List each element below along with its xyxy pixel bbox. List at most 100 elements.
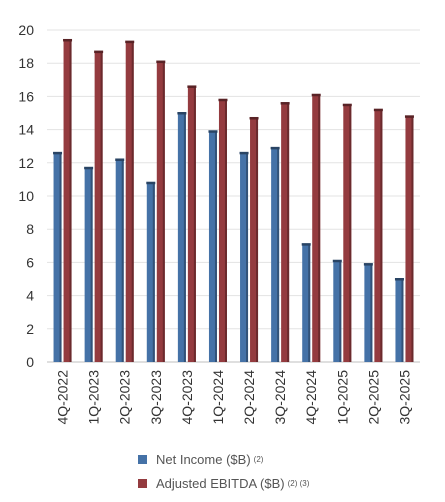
bar-net-income bbox=[115, 159, 124, 362]
bar-shade-adjusted-ebitda bbox=[318, 94, 321, 363]
y-tick-label: 4 bbox=[26, 288, 34, 304]
bar-cap-adjusted-ebitda bbox=[249, 116, 259, 120]
bar-cap-net-income bbox=[53, 151, 63, 155]
bar-shade-net-income bbox=[214, 131, 217, 362]
bar-shade-adjusted-ebitda bbox=[69, 39, 72, 363]
bar-cap-adjusted-ebitda bbox=[125, 40, 135, 44]
x-tick-label: 2Q-2024 bbox=[241, 370, 257, 425]
bar-cap-adjusted-ebitda bbox=[63, 38, 73, 42]
bar-adjusted-ebitda bbox=[281, 103, 290, 362]
bar-net-income bbox=[53, 152, 62, 362]
bar-cap-net-income bbox=[270, 146, 280, 150]
legend-note-adjusted-ebitda: (2) (3) bbox=[287, 478, 310, 488]
y-tick-label: 10 bbox=[18, 188, 34, 204]
legend: Net Income ($B) (2) Adjusted EBITDA ($B)… bbox=[138, 448, 438, 496]
y-tick-label: 14 bbox=[18, 122, 34, 138]
bar-net-income bbox=[395, 279, 404, 362]
bar-cap-adjusted-ebitda bbox=[187, 85, 197, 88]
y-tick-label: 2 bbox=[26, 321, 34, 337]
bar-shade-net-income bbox=[308, 244, 311, 362]
x-tick-label: 4Q-2024 bbox=[303, 370, 319, 425]
bar-shade-net-income bbox=[90, 167, 93, 362]
y-tick-label: 16 bbox=[18, 88, 34, 104]
bar-cap-adjusted-ebitda bbox=[156, 60, 166, 64]
bar-cap-adjusted-ebitda bbox=[311, 93, 321, 97]
bar-cap-adjusted-ebitda bbox=[342, 103, 352, 107]
bar-adjusted-ebitda bbox=[94, 51, 103, 362]
x-tick-label: 1Q-2024 bbox=[210, 370, 226, 425]
bar-net-income bbox=[302, 244, 311, 362]
y-tick-label: 18 bbox=[18, 55, 34, 71]
x-tick-label: 2Q-2025 bbox=[365, 370, 381, 425]
bar-adjusted-ebitda bbox=[405, 116, 414, 362]
bar-shade-adjusted-ebitda bbox=[411, 116, 414, 362]
bar-chart: 0 2 4 6 8 10 12 14 16 18 20 4Q-2022 1Q-2023 2Q-2023 3Q… bbox=[18, 22, 420, 425]
bar-net-income bbox=[240, 152, 249, 362]
bar-cap-net-income bbox=[115, 158, 125, 161]
bar-shade-adjusted-ebitda bbox=[100, 51, 103, 362]
bar-adjusted-ebitda bbox=[156, 61, 165, 362]
x-tick-label: 1Q-2023 bbox=[86, 370, 102, 425]
bar-cap-net-income bbox=[177, 112, 187, 115]
bar-shade-net-income bbox=[152, 182, 155, 362]
bar-shade-adjusted-ebitda bbox=[162, 61, 165, 362]
bar-shade-net-income bbox=[277, 147, 280, 362]
bar-shade-adjusted-ebitda bbox=[380, 109, 383, 363]
bar-shade-net-income bbox=[183, 113, 186, 362]
bar-net-income bbox=[364, 264, 373, 362]
legend-label-net-income: Net Income ($B) bbox=[156, 451, 251, 467]
bar-adjusted-ebitda bbox=[343, 104, 352, 362]
bar-adjusted-ebitda bbox=[218, 99, 227, 362]
legend-item-adjusted-ebitda: Adjusted EBITDA ($B) (2) (3) bbox=[138, 472, 438, 494]
bar-net-income bbox=[333, 260, 342, 362]
legend-swatch-adjusted-ebitda bbox=[138, 478, 147, 488]
bar-shade-adjusted-ebitda bbox=[287, 103, 290, 362]
bar-shade-net-income bbox=[246, 152, 249, 362]
bar-cap-net-income bbox=[239, 151, 249, 155]
bar-shade-net-income bbox=[370, 264, 373, 362]
bar-cap-net-income bbox=[84, 166, 94, 170]
bar-net-income bbox=[271, 147, 280, 362]
bar-shade-adjusted-ebitda bbox=[349, 104, 352, 362]
bar-net-income bbox=[84, 167, 93, 362]
bar-cap-net-income bbox=[332, 259, 342, 263]
bar-shade-net-income bbox=[121, 159, 124, 362]
bar-shade-adjusted-ebitda bbox=[224, 99, 227, 362]
bar-cap-adjusted-ebitda bbox=[218, 98, 228, 102]
bar-cap-net-income bbox=[208, 130, 218, 133]
bar-cap-adjusted-ebitda bbox=[373, 108, 383, 112]
bar-shade-adjusted-ebitda bbox=[131, 41, 134, 363]
bar-net-income bbox=[208, 131, 217, 362]
y-tick-label: 0 bbox=[26, 354, 34, 370]
bar-cap-adjusted-ebitda bbox=[404, 115, 414, 118]
bar-adjusted-ebitda bbox=[125, 41, 134, 363]
x-tick-label: 2Q-2023 bbox=[117, 370, 133, 425]
bar-shade-net-income bbox=[401, 279, 404, 362]
y-tick-label: 12 bbox=[18, 155, 34, 171]
bar-cap-adjusted-ebitda bbox=[94, 50, 104, 54]
bar-shade-adjusted-ebitda bbox=[193, 86, 196, 362]
bar-adjusted-ebitda bbox=[63, 39, 72, 363]
bar-shade-adjusted-ebitda bbox=[256, 117, 259, 362]
bar-adjusted-ebitda bbox=[374, 109, 383, 363]
bar-net-income bbox=[177, 113, 186, 362]
x-tick-label: 3Q-2024 bbox=[272, 370, 288, 425]
bar-cap-net-income bbox=[301, 243, 311, 246]
y-tick-label: 8 bbox=[26, 221, 34, 237]
bar-cap-net-income bbox=[394, 278, 404, 281]
legend-label-adjusted-ebitda: Adjusted EBITDA ($B) bbox=[156, 475, 285, 491]
bar-shade-net-income bbox=[339, 260, 342, 362]
legend-item-net-income: Net Income ($B) (2) bbox=[138, 448, 438, 470]
bar-adjusted-ebitda bbox=[187, 86, 196, 362]
bar-shade-net-income bbox=[59, 152, 62, 362]
x-tick-label: 4Q-2023 bbox=[179, 370, 195, 425]
legend-note-net-income: (2) bbox=[253, 454, 264, 464]
bar-cap-net-income bbox=[363, 263, 373, 266]
bar-cap-adjusted-ebitda bbox=[280, 102, 290, 105]
x-tick-label: 3Q-2023 bbox=[148, 370, 164, 425]
y-tick-label: 20 bbox=[18, 22, 34, 38]
legend-swatch-net-income bbox=[138, 454, 147, 464]
bar-cap-net-income bbox=[146, 181, 156, 185]
x-tick-label: 4Q-2022 bbox=[55, 370, 71, 425]
